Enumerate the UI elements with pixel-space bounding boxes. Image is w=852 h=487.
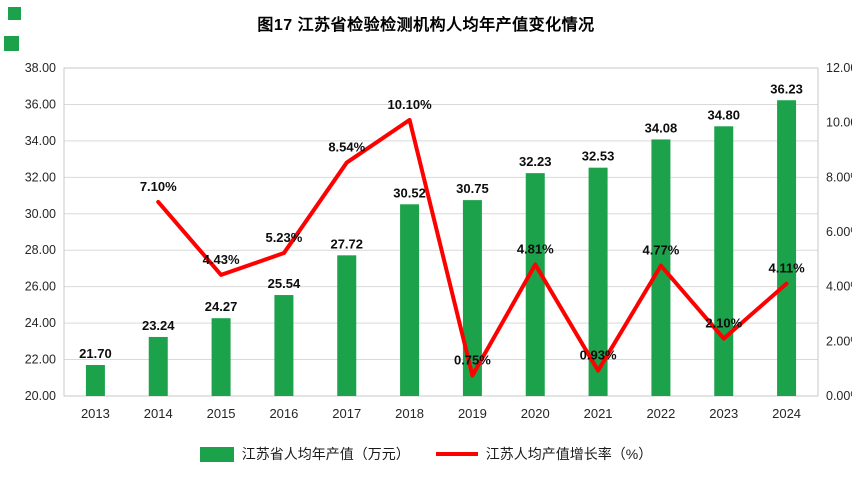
svg-text:2013: 2013 — [81, 406, 110, 421]
svg-text:0.75%: 0.75% — [454, 353, 491, 368]
svg-text:4.81%: 4.81% — [517, 242, 554, 257]
svg-text:24.27: 24.27 — [205, 299, 238, 314]
svg-text:38.00: 38.00 — [25, 61, 56, 75]
svg-text:7.10%: 7.10% — [140, 179, 177, 194]
legend-item-line-series: 江苏人均产值增长率（%） — [435, 444, 653, 464]
gridlines — [64, 67, 818, 397]
svg-text:0.93%: 0.93% — [580, 348, 617, 363]
svg-text:2021: 2021 — [584, 406, 613, 421]
svg-text:4.11%: 4.11% — [769, 261, 806, 276]
svg-text:10.10%: 10.10% — [388, 97, 433, 112]
svg-text:6.00%: 6.00% — [826, 225, 852, 239]
svg-text:2023: 2023 — [709, 406, 738, 421]
bar-series-swatch-icon — [199, 446, 234, 462]
svg-text:0.00%: 0.00% — [826, 389, 852, 403]
svg-text:34.08: 34.08 — [645, 120, 678, 135]
legend-line-label: 江苏人均产值增长率（%） — [485, 446, 653, 462]
decor-green-square-bottom — [4, 36, 19, 51]
svg-text:28.00: 28.00 — [25, 243, 56, 257]
svg-text:32.53: 32.53 — [582, 149, 615, 164]
svg-text:4.00%: 4.00% — [826, 280, 852, 294]
svg-text:2014: 2014 — [144, 406, 173, 421]
bar-series — [85, 100, 797, 397]
svg-text:32.00: 32.00 — [25, 170, 56, 184]
svg-text:36.00: 36.00 — [25, 97, 56, 111]
svg-text:12.00%: 12.00% — [826, 61, 852, 75]
svg-text:30.52: 30.52 — [393, 185, 426, 200]
svg-text:2024: 2024 — [772, 406, 801, 421]
svg-text:36.23: 36.23 — [770, 81, 803, 96]
svg-text:22.00: 22.00 — [25, 353, 56, 367]
svg-text:2016: 2016 — [269, 406, 298, 421]
svg-text:8.00%: 8.00% — [826, 170, 852, 184]
svg-text:2019: 2019 — [458, 406, 487, 421]
svg-text:34.00: 34.00 — [25, 134, 56, 148]
legend-bar-label: 江苏省人均年产值（万元） — [241, 446, 410, 462]
svg-text:30.00: 30.00 — [25, 207, 56, 221]
svg-text:10.00%: 10.00% — [826, 116, 852, 130]
line-series-swatch-icon — [435, 452, 478, 456]
svg-text:30.75: 30.75 — [456, 181, 489, 196]
chart-legend: 江苏省人均年产值（万元） 江苏人均产值增长率（%） — [0, 436, 852, 472]
svg-text:21.70: 21.70 — [79, 346, 112, 361]
svg-text:5.23%: 5.23% — [265, 230, 302, 245]
svg-text:24.00: 24.00 — [25, 316, 56, 330]
svg-text:2022: 2022 — [646, 406, 675, 421]
svg-text:2.10%: 2.10% — [705, 316, 742, 331]
svg-text:4.43%: 4.43% — [203, 252, 240, 267]
svg-text:27.72: 27.72 — [330, 236, 363, 251]
svg-text:2.00%: 2.00% — [826, 334, 852, 348]
svg-text:32.23: 32.23 — [519, 154, 552, 169]
svg-text:2017: 2017 — [332, 406, 361, 421]
line-series — [156, 117, 789, 378]
svg-text:4.77%: 4.77% — [642, 243, 679, 258]
svg-text:2020: 2020 — [521, 406, 550, 421]
svg-text:34.80: 34.80 — [707, 107, 740, 122]
svg-text:2015: 2015 — [207, 406, 236, 421]
bar-value-labels: 21.70 23.24 24.27 25.54 27.72 30.52 30.75 32.23… — [79, 81, 803, 361]
legend-item-bar-series: 江苏省人均年产值（万元） — [199, 444, 410, 464]
chart-plot: 20.00 22.00 24.00 26.00 28.00 30.00 32.00 34.00… — [25, 61, 852, 421]
decor-green-square-top — [8, 7, 21, 20]
svg-text:2018: 2018 — [395, 406, 424, 421]
svg-text:23.24: 23.24 — [142, 318, 175, 333]
svg-text:26.00: 26.00 — [25, 280, 56, 294]
svg-text:25.54: 25.54 — [268, 276, 301, 291]
chart-title: 图17 江苏省检验检测机构人均年产值变化情况 — [257, 17, 595, 34]
x-axis-labels: 2013 2014 2015 2016 2017 2018 2019 2020 2021 2022… — [81, 406, 801, 421]
svg-text:20.00: 20.00 — [25, 389, 56, 403]
svg-text:8.54%: 8.54% — [328, 140, 365, 155]
line-value-labels: 7.10% 4.43% 5.23% 8.54% 10.10% 0.75% 4.81% 0.93… — [140, 97, 805, 368]
